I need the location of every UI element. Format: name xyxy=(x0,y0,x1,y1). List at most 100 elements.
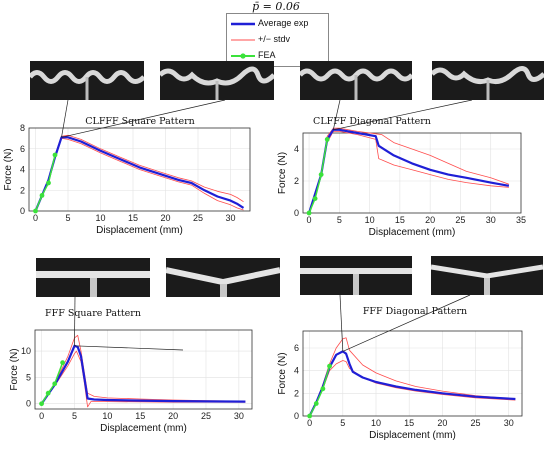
fea-point-1 xyxy=(39,193,45,198)
x-axis-label: Displacement (mm) xyxy=(100,423,187,434)
y-tick-label-1: 2 xyxy=(20,185,25,195)
y-tick-label-1: 2 xyxy=(294,388,299,398)
fea-point-3 xyxy=(327,363,332,369)
x-tick-label-5: 25 xyxy=(471,418,481,428)
fea-point-0 xyxy=(39,401,44,407)
y-tick-label-4: 8 xyxy=(20,123,25,133)
fea-point-2 xyxy=(320,386,326,392)
y-tick-label-2: 4 xyxy=(294,366,299,376)
plot-frame xyxy=(34,329,253,410)
y-tick-label-1: 5 xyxy=(26,372,31,382)
y-tick-label-2: 4 xyxy=(20,165,25,175)
y-tick-label-2: 10 xyxy=(21,346,31,356)
plot-frame xyxy=(302,330,523,417)
series-line-average xyxy=(308,128,510,214)
y-tick-label-0: 0 xyxy=(294,208,299,218)
fea-point-1 xyxy=(313,401,319,406)
legend-label-fea: FEA xyxy=(258,50,276,60)
panel-title: FFF Square Pattern xyxy=(45,308,141,319)
photo-fff-diagonal-deformed xyxy=(431,256,543,295)
series-line-stdv_upper xyxy=(35,134,244,212)
series-line-stdv_lower xyxy=(35,137,244,212)
pointer-line-0 xyxy=(332,99,341,130)
x-tick-label-4: 20 xyxy=(168,411,178,421)
fea-point-1 xyxy=(312,196,318,202)
fea-point-0 xyxy=(306,210,312,216)
x-axis-label: Displacement (mm) xyxy=(369,227,456,238)
photo-clfff-diagonal-deformed xyxy=(432,61,544,100)
pointer-line-1 xyxy=(74,345,184,351)
fea-point-0 xyxy=(33,208,38,214)
pointer-line-1 xyxy=(61,99,226,138)
panel-title: CLFFF Square Pattern xyxy=(85,116,194,127)
fea-point-0 xyxy=(307,413,313,419)
x-tick-label-1: 5 xyxy=(65,213,70,223)
y-tick-label-3: 6 xyxy=(20,144,25,154)
x-tick-label-2: 10 xyxy=(371,418,381,428)
photo-clfff-square-deformed xyxy=(160,61,274,100)
legend-marker-fea-icon xyxy=(231,53,255,59)
x-axis-label: Displacement (mm) xyxy=(369,430,456,441)
x-tick-label-0: 0 xyxy=(307,418,312,428)
pointer-line-0 xyxy=(61,99,69,138)
fea-point-3 xyxy=(52,152,58,158)
x-tick-label-2: 10 xyxy=(102,411,112,421)
x-tick-label-4: 20 xyxy=(425,215,435,225)
x-tick-label-3: 15 xyxy=(404,418,414,428)
chart-panel-3: 0 5 10 15 20 25 30 0 2 4 6 Displacement (mm) Force (… xyxy=(277,294,523,441)
x-tick-label-6: 30 xyxy=(486,215,496,225)
y-tick-label-2: 4 xyxy=(294,144,299,154)
chart-panel-0: 0 5 10 15 20 25 30 0 2 4 6 8 Displacement (mm) Force … xyxy=(3,99,251,236)
x-tick-label-3: 15 xyxy=(395,215,405,225)
y-tick-label-0: 0 xyxy=(20,206,25,216)
x-tick-label-0: 0 xyxy=(33,213,38,223)
x-tick-label-0: 0 xyxy=(39,411,44,421)
x-tick-label-5: 25 xyxy=(193,213,203,223)
x-tick-label-4: 20 xyxy=(437,418,447,428)
legend-entry-fea: FEA xyxy=(229,49,328,64)
pointer-line-0 xyxy=(74,296,76,346)
series-line-stdv_upper xyxy=(308,127,510,214)
series-line-stdv_upper xyxy=(41,334,246,404)
plot-frame xyxy=(302,132,522,214)
y-tick-label-3: 6 xyxy=(294,343,299,353)
legend-line-average-icon xyxy=(231,22,255,26)
x-tick-label-4: 20 xyxy=(160,213,170,223)
y-tick-label-0: 0 xyxy=(294,411,299,421)
photo-fff-square-undeformed xyxy=(36,258,150,297)
photo-clfff-square-undeformed xyxy=(30,61,144,100)
series-line-average xyxy=(34,136,245,212)
photo-clfff-diagonal-undeformed xyxy=(300,61,412,100)
series-line-fea xyxy=(308,139,328,214)
x-tick-label-7: 35 xyxy=(516,215,526,225)
figure-title: p̄ = 0.06 xyxy=(252,0,300,13)
y-axis-label: Force (N) xyxy=(9,348,20,390)
series-line-fea xyxy=(40,362,64,405)
x-tick-label-5: 25 xyxy=(201,411,211,421)
legend-label-stdv: +/− stdv xyxy=(258,34,291,44)
x-tick-label-2: 10 xyxy=(365,215,375,225)
pointer-line-1 xyxy=(342,294,471,352)
x-tick-label-6: 30 xyxy=(234,411,244,421)
y-tick-label-1: 2 xyxy=(294,176,299,186)
x-tick-label-0: 0 xyxy=(307,215,312,225)
fea-point-3 xyxy=(324,137,330,142)
series-line-stdv_lower xyxy=(41,350,246,408)
x-axis-label: Displacement (mm) xyxy=(96,225,183,236)
legend-entry-average: Average exp xyxy=(229,17,328,32)
x-tick-label-1: 5 xyxy=(337,215,342,225)
legend-line-stdv-icon xyxy=(231,39,255,41)
fea-point-3 xyxy=(60,360,66,366)
chart-panel-1: 0 5 10 15 20 25 30 35 0 2 4 Displacement (mm) Force … xyxy=(277,99,526,238)
pointer-line-1 xyxy=(333,99,473,131)
y-axis-label: Force (N) xyxy=(3,148,14,190)
fea-point-2 xyxy=(46,180,51,186)
y-axis-label: Force (N) xyxy=(277,152,288,194)
series-line-fea xyxy=(308,365,331,417)
fea-point-2 xyxy=(52,381,58,387)
fea-point-1 xyxy=(45,390,51,396)
y-tick-label-0: 0 xyxy=(26,399,31,409)
y-axis-label: Force (N) xyxy=(277,352,288,394)
